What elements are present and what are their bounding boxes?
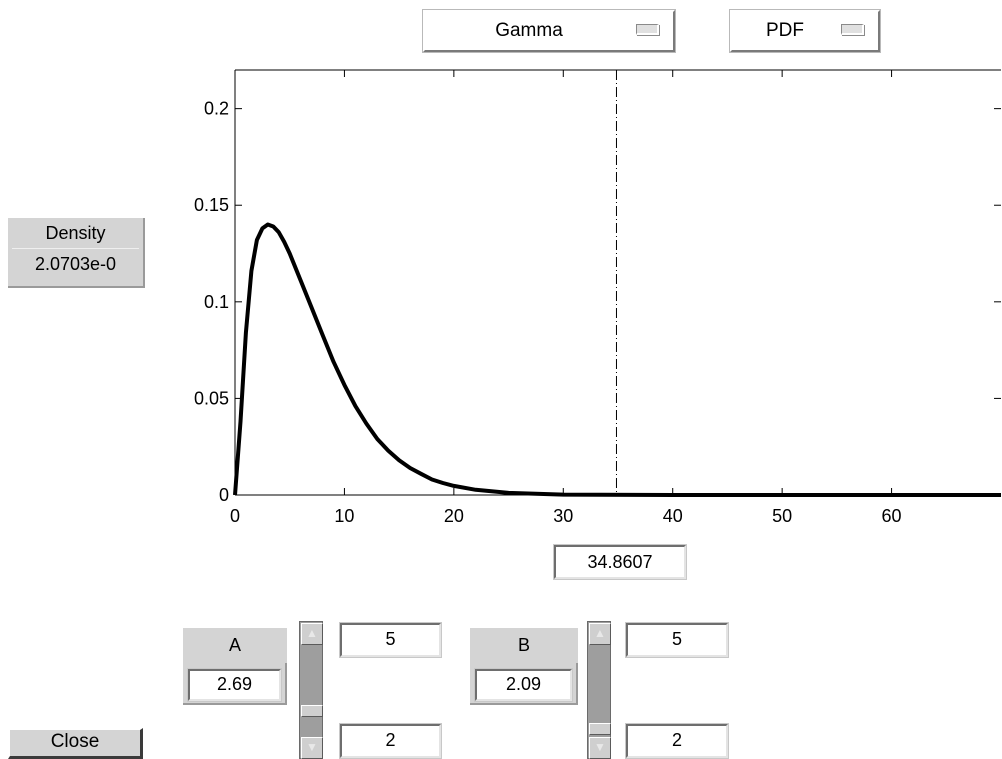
x-tick-label: 10 — [334, 506, 354, 526]
x-value-field[interactable]: 34.8607 — [554, 545, 686, 579]
y-tick-label: 0.1 — [204, 292, 229, 312]
distribution-menu-value: Gamma — [495, 20, 563, 41]
x-tick-label: 60 — [882, 506, 902, 526]
pdf-plot[interactable]: 0 10 20 30 40 50 60 0 0.05 0.1 0.15 0.2 — [0, 0, 1002, 560]
popup-indicator-icon — [841, 24, 864, 35]
slider-down-arrow-icon[interactable]: ▼ — [301, 737, 323, 759]
density-value: 2.0703e-0 — [34, 254, 117, 274]
plot-axes — [234, 69, 1001, 496]
y-tick-label: 0.15 — [194, 195, 229, 215]
y-tick-label: 0 — [219, 485, 229, 505]
x-tick-label: 0 — [230, 506, 240, 526]
function-type-menu-value: PDF — [766, 20, 804, 41]
param-a-value-field[interactable]: 2.69 — [188, 669, 281, 701]
x-tick-label: 40 — [663, 506, 683, 526]
close-button[interactable]: Close — [8, 728, 143, 759]
density-label: Density — [45, 223, 106, 243]
slider-up-arrow-icon[interactable]: ▲ — [589, 623, 611, 645]
slider-up-arrow-icon[interactable]: ▲ — [301, 623, 323, 645]
param-b-slider-thumb[interactable] — [589, 723, 611, 736]
param-a-slider[interactable]: ▲ ▼ — [299, 621, 323, 759]
x-tick-label: 20 — [444, 506, 464, 526]
plot-ticks: 0 10 20 30 40 50 60 0 0.05 0.1 0.15 0.2 — [194, 70, 1001, 526]
param-b-lower-bound[interactable]: 2 — [626, 724, 728, 758]
slider-down-arrow-icon[interactable]: ▼ — [589, 737, 611, 759]
param-a-upper-bound[interactable]: 5 — [340, 623, 441, 657]
function-type-menu[interactable]: PDF — [730, 10, 880, 52]
param-b-upper-bound[interactable]: 5 — [626, 623, 728, 657]
pdf-curve — [233, 222, 1001, 497]
param-b-slider[interactable]: ▲ ▼ — [587, 621, 611, 759]
distribution-menu[interactable]: Gamma — [423, 10, 675, 52]
density-readout: Density 2.0703e-0 — [8, 218, 145, 288]
param-a-lower-bound[interactable]: 2 — [340, 724, 441, 758]
popup-indicator-icon — [636, 24, 659, 35]
param-a-slider-thumb[interactable] — [301, 704, 323, 717]
x-tick-label: 30 — [553, 506, 573, 526]
y-tick-label: 0.2 — [204, 99, 229, 119]
param-a-label: A — [183, 628, 287, 663]
param-b-label: B — [470, 628, 578, 663]
y-tick-label: 0.05 — [194, 388, 229, 408]
density-divider — [12, 248, 139, 249]
x-tick-label: 50 — [772, 506, 792, 526]
param-b-value-field[interactable]: 2.09 — [475, 669, 572, 701]
plot-curve-group — [233, 222, 1001, 497]
